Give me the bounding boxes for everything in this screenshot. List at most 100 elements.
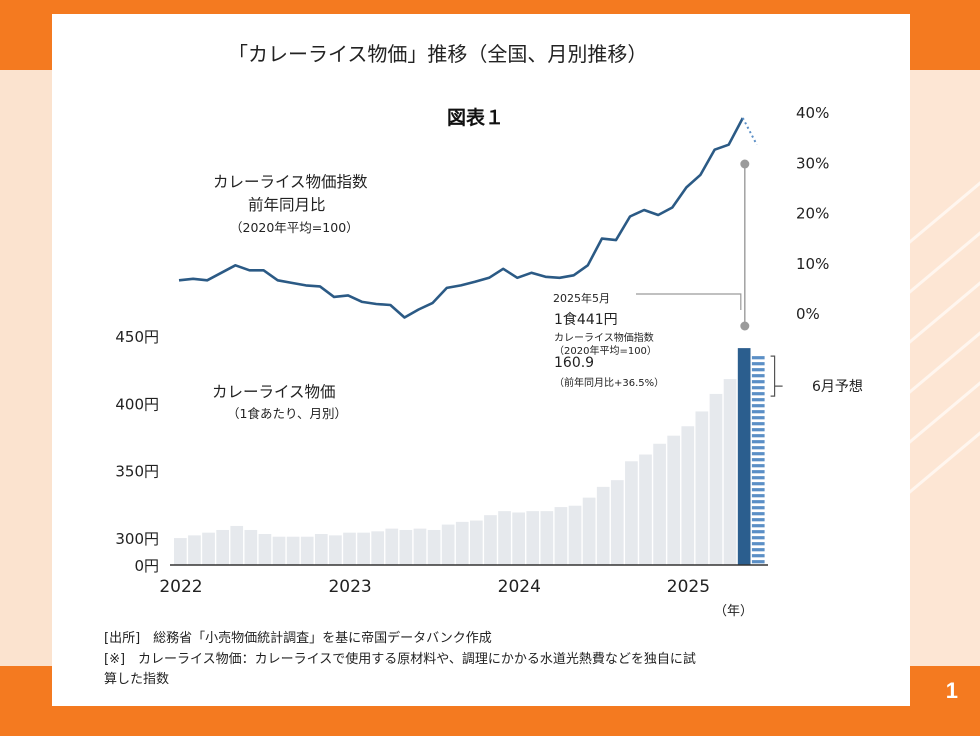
forecast-stripe (751, 440, 765, 444)
bar (286, 536, 300, 565)
bar (385, 528, 399, 565)
bar (639, 454, 652, 565)
bar (596, 486, 610, 565)
x-tick-label: 2022 (159, 577, 202, 597)
bar (484, 515, 497, 565)
bar (174, 538, 187, 565)
bar (470, 520, 483, 565)
forecast-stripe (751, 410, 765, 414)
source-note: [出所] 総務省「小売物価統計調査」を基に帝国データバンク作成 (104, 631, 492, 646)
forecast-stripe (751, 554, 765, 558)
index-line (178, 117, 744, 319)
annotation-index-label: カレーライス物価指数 (554, 333, 654, 344)
index-forecast-line (741, 117, 758, 146)
forecast-stripe (751, 494, 765, 498)
forecast-stripe (751, 398, 765, 402)
forecast-stripe (751, 458, 765, 462)
bar (625, 461, 638, 565)
forecast-stripe (751, 422, 765, 426)
forecast-stripe (751, 464, 765, 468)
index-series-subtitle: 前年同月比 (248, 196, 326, 214)
page-number: 1 (945, 678, 958, 703)
bar (329, 535, 342, 565)
bar (512, 512, 525, 565)
bar (244, 529, 258, 565)
bar (667, 435, 681, 565)
index-y-tick: 40% (796, 104, 829, 122)
bar (582, 497, 596, 565)
index-y-tick: 0% (796, 305, 820, 323)
forecast-label: 6月予想 (812, 379, 863, 395)
forecast-bracket (770, 355, 783, 397)
bar (272, 536, 286, 565)
annotation-index-base: （2020年平均=100） (554, 346, 657, 357)
bar (343, 532, 356, 565)
forecast-stripe (751, 386, 765, 390)
bar (258, 534, 272, 565)
bar (695, 411, 709, 565)
bar (455, 521, 469, 565)
bar (188, 535, 201, 565)
forecast-stripe (751, 476, 765, 480)
forecast-stripe (751, 416, 765, 420)
forecast-stripe (751, 548, 765, 552)
forecast-stripe (751, 524, 765, 528)
forecast-stripe (751, 512, 765, 516)
forecast-stripe (751, 428, 765, 432)
price-y-tick: 0円 (134, 557, 159, 575)
index-y-tick: 10% (796, 255, 829, 273)
bar (399, 529, 413, 565)
leader-dot-top (740, 159, 750, 169)
bar (300, 536, 314, 565)
forecast-stripe (751, 452, 765, 456)
forecast-stripe (751, 536, 765, 540)
annotation-leader (636, 293, 742, 310)
forecast-stripe (751, 380, 765, 384)
x-tick-label: 2025 (667, 577, 710, 597)
price-y-tick: 450円 (115, 328, 159, 346)
x-tick-label: 2023 (328, 577, 371, 597)
bar (498, 511, 511, 565)
forecast-stripe (751, 560, 765, 564)
bar (723, 379, 737, 565)
bar (357, 532, 370, 565)
figure-label: 図表１ (447, 107, 505, 129)
bar (413, 528, 427, 565)
bar (371, 531, 385, 565)
forecast-stripe (751, 488, 765, 492)
method-note-cont: 算した指数 (104, 672, 170, 687)
leader-dot-bottom (740, 321, 750, 331)
bar (216, 529, 229, 565)
bar (554, 507, 568, 565)
annotation-yoy: （前年同月比+36.5%） (554, 378, 665, 389)
bar (202, 532, 215, 565)
forecast-stripe (751, 392, 765, 396)
bar (230, 525, 244, 565)
forecast-stripe (751, 446, 765, 450)
forecast-stripe (751, 470, 765, 474)
index-y-tick: 20% (796, 205, 829, 223)
forecast-stripe (751, 374, 765, 378)
forecast-stripe (751, 518, 765, 522)
annotation-index-value: 160.9 (554, 355, 595, 371)
forecast-stripe (751, 482, 765, 486)
forecast-stripe (751, 434, 765, 438)
price-y-tick: 400円 (115, 395, 159, 413)
annotation-price: 1食441円 (554, 312, 618, 328)
bar (314, 534, 328, 565)
index-y-tick: 30% (796, 154, 829, 172)
forecast-stripe (751, 362, 765, 366)
price-series-name: カレーライス物価 (212, 383, 336, 401)
annotation-date: 2025年5月 (553, 292, 610, 305)
chart-title: 「カレーライス物価」推移（全国、月別推移） (228, 42, 648, 66)
bar (653, 443, 666, 565)
index-series-name: カレーライス物価指数 (213, 173, 368, 191)
method-note: [※] カレーライス物価：カレーライスで使用する原材料や、調理にかかる水道光熱費… (104, 652, 696, 667)
forecast-stripe (751, 542, 765, 546)
forecast-stripe (751, 500, 765, 504)
forecast-stripe (751, 356, 765, 360)
price-series-note: （1食あたり、月別） (227, 406, 347, 421)
bar (540, 511, 554, 565)
forecast-stripe (751, 368, 765, 372)
